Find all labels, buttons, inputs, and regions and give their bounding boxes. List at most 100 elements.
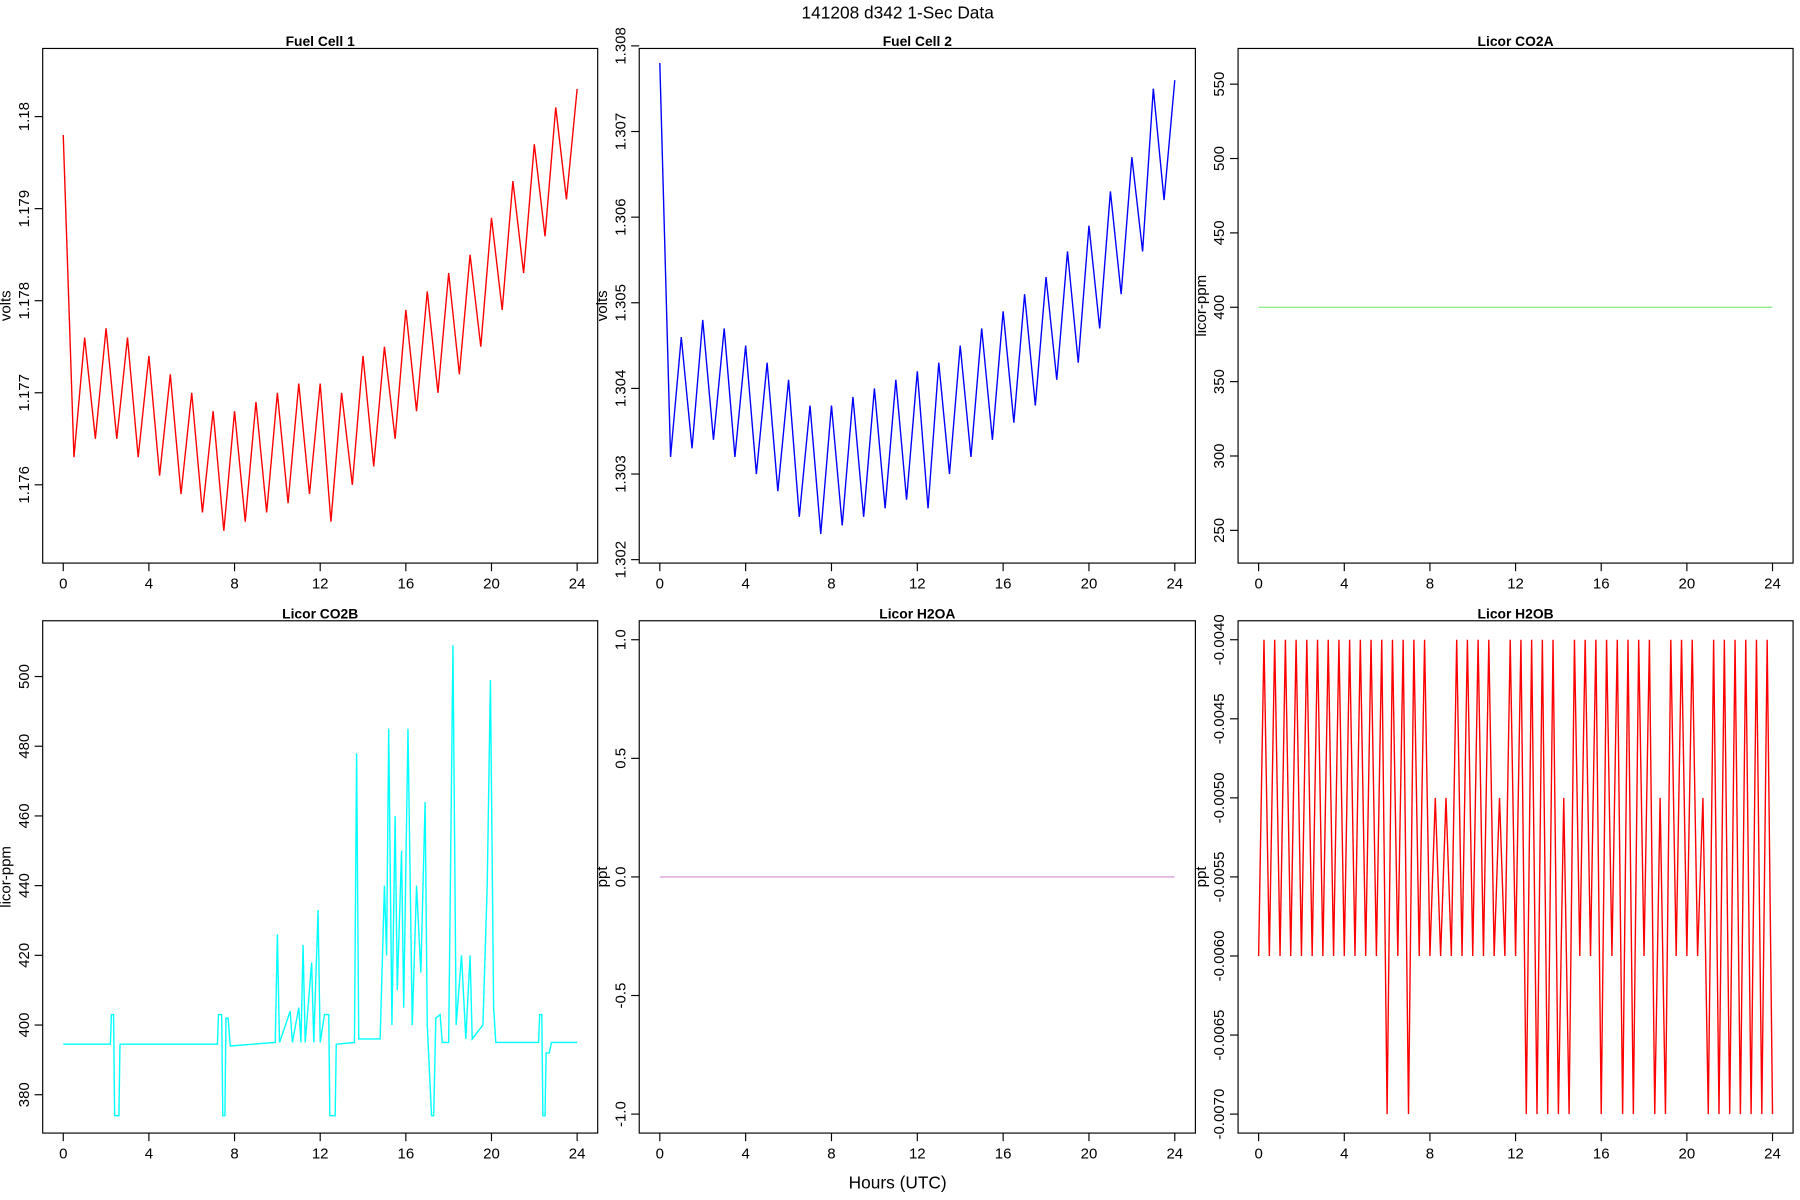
x-tick-label: 8	[1426, 1145, 1434, 1162]
x-tick-label: 0	[59, 575, 67, 592]
x-tick-label: 12	[1507, 575, 1524, 592]
data-line	[62, 88, 578, 531]
y-axis-label: ppt	[594, 866, 611, 888]
y-axis-label: volts	[0, 290, 14, 321]
x-tick-label: 0	[656, 575, 664, 592]
y-tick-label: 0.0	[612, 866, 629, 887]
y-tick-label: 1.308	[612, 27, 629, 65]
y-tick-label: 1.179	[16, 190, 33, 228]
y-tick-label: -1.0	[612, 1101, 629, 1127]
y-tick-label: 1.176	[16, 466, 33, 504]
y-tick-label: 300	[1211, 443, 1228, 468]
y-tick-label: 400	[16, 1013, 33, 1038]
plot-frame	[638, 47, 1196, 564]
y-tick-label: 1.18	[16, 102, 33, 131]
x-tick-label: 0	[1254, 575, 1262, 592]
y-axis-label: licor-ppm	[0, 846, 14, 908]
x-tick-label: 20	[483, 1145, 500, 1162]
panel-title: Licor CO2A	[1478, 33, 1554, 49]
x-tick-label: 20	[1081, 575, 1098, 592]
x-tick-label: 24	[1166, 575, 1183, 592]
x-tick-label: 12	[312, 1145, 329, 1162]
y-tick-label: 1.302	[612, 541, 629, 579]
x-tick-label: 20	[1679, 575, 1696, 592]
x-tick-label: 12	[1507, 1145, 1524, 1162]
x-tick-label: 4	[741, 575, 749, 592]
y-tick-label: -0.0040	[1211, 614, 1228, 665]
y-tick-label: 250	[1211, 518, 1228, 543]
figure-title: 141208 d342 1-Sec Data	[802, 2, 995, 22]
x-tick-label: 20	[483, 575, 500, 592]
x-tick-label: 4	[145, 1145, 153, 1162]
y-tick-label: 380	[16, 1082, 33, 1107]
y-tick-label: 1.177	[16, 374, 33, 412]
x-tick-label: 0	[59, 1145, 67, 1162]
plot-frame	[42, 47, 599, 564]
plot-frame	[42, 620, 599, 1134]
y-tick-label: -0.0070	[1211, 1089, 1228, 1140]
x-tick-label: 24	[569, 575, 586, 592]
x-tick-label: 4	[741, 1145, 749, 1162]
y-tick-label: -0.0055	[1211, 851, 1228, 902]
y-tick-label: -0.5	[612, 983, 629, 1009]
x-tick-label: 16	[397, 575, 414, 592]
x-tick-label: 16	[995, 575, 1012, 592]
y-tick-label: -0.0050	[1211, 772, 1228, 823]
data-line	[1257, 639, 1774, 1115]
x-tick-label: 24	[569, 1145, 586, 1162]
y-tick-label: 0.5	[612, 748, 629, 769]
x-axis-label: Hours (UTC)	[849, 1172, 947, 1192]
y-tick-label: 1.178	[16, 282, 33, 320]
y-tick-label: -0.0065	[1211, 1010, 1228, 1061]
y-tick-label: 440	[16, 873, 33, 898]
plot-frame	[1237, 47, 1794, 564]
x-tick-label: 20	[1081, 1145, 1098, 1162]
y-tick-label: -0.0060	[1211, 931, 1228, 982]
panel-title: Fuel Cell 1	[286, 33, 355, 49]
x-tick-label: 24	[1764, 575, 1781, 592]
y-tick-label: 1.0	[612, 629, 629, 650]
x-tick-label: 20	[1679, 1145, 1696, 1162]
x-tick-label: 12	[312, 575, 329, 592]
x-tick-label: 4	[145, 575, 153, 592]
y-axis-label: licor-ppm	[1193, 275, 1210, 337]
x-tick-label: 4	[1340, 1145, 1348, 1162]
x-tick-label: 24	[1166, 1145, 1183, 1162]
y-tick-label: 1.305	[612, 284, 629, 322]
y-axis-label: volts	[594, 290, 611, 321]
panel-title: Licor H2OA	[879, 605, 955, 621]
x-tick-label: 8	[827, 575, 835, 592]
y-tick-label: 500	[1211, 146, 1228, 171]
y-tick-label: 400	[1211, 295, 1228, 320]
y-axis-label: ppt	[1193, 866, 1210, 888]
y-tick-label: -0.0045	[1211, 693, 1228, 744]
panel-title: Fuel Cell 2	[883, 33, 952, 49]
y-tick-label: 460	[16, 803, 33, 828]
x-tick-label: 8	[1426, 575, 1434, 592]
y-tick-label: 350	[1211, 369, 1228, 394]
x-tick-label: 16	[397, 1145, 414, 1162]
x-tick-label: 4	[1340, 575, 1348, 592]
data-line	[659, 63, 1176, 535]
y-tick-label: 500	[16, 664, 33, 689]
y-tick-label: 1.303	[612, 455, 629, 493]
x-tick-label: 16	[1593, 575, 1610, 592]
x-tick-label: 8	[230, 575, 238, 592]
x-tick-label: 8	[827, 1145, 835, 1162]
data-line	[63, 645, 578, 1117]
panel-title: Licor H2OB	[1478, 605, 1554, 621]
y-tick-label: 1.306	[612, 198, 629, 236]
x-tick-label: 12	[909, 575, 926, 592]
y-tick-label: 550	[1211, 72, 1228, 97]
x-tick-label: 0	[656, 1145, 664, 1162]
x-tick-label: 16	[1593, 1145, 1610, 1162]
y-tick-label: 1.304	[612, 370, 629, 408]
y-tick-label: 450	[1211, 220, 1228, 245]
y-tick-label: 480	[16, 734, 33, 759]
x-tick-label: 24	[1764, 1145, 1781, 1162]
y-tick-label: 1.307	[612, 113, 629, 151]
y-tick-label: 420	[16, 943, 33, 968]
panel-title: Licor CO2B	[282, 605, 358, 621]
